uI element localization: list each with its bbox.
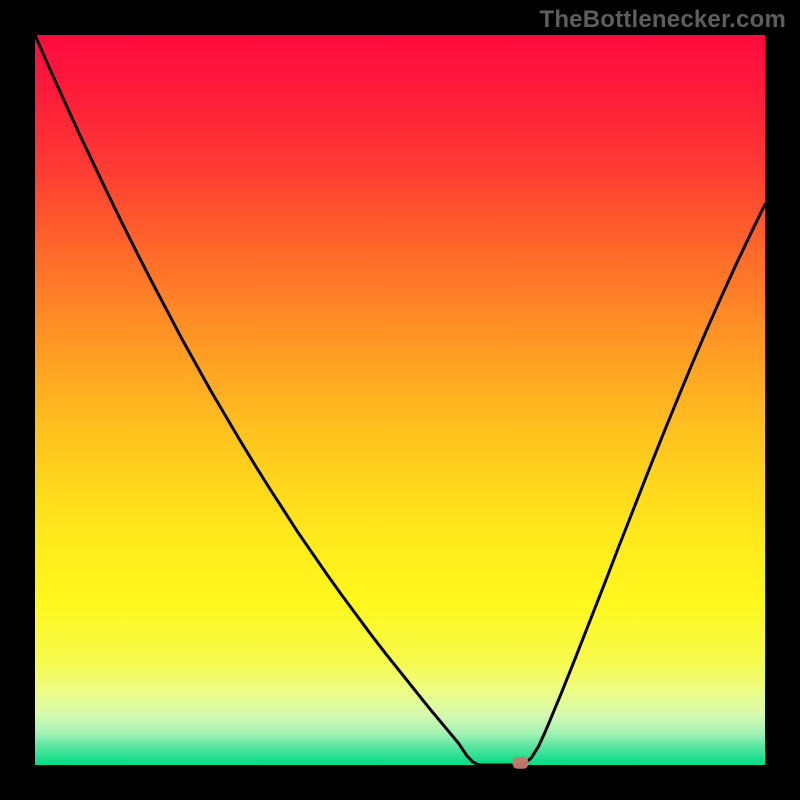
bottleneck-chart: [0, 0, 800, 800]
valley-marker: [512, 757, 528, 769]
watermark-text: TheBottlenecker.com: [539, 6, 786, 34]
chart-frame: TheBottlenecker.com: [0, 0, 800, 800]
